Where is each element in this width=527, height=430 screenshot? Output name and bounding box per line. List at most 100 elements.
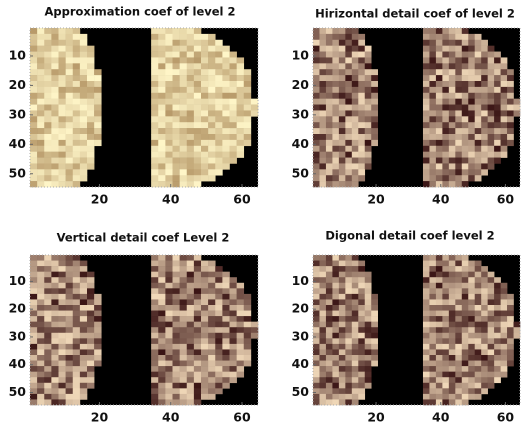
pixel	[80, 34, 87, 40]
pixel	[44, 34, 51, 40]
pixel	[514, 99, 521, 105]
pixel	[332, 105, 339, 111]
pixel	[87, 372, 94, 378]
pixel	[332, 294, 339, 300]
pixel	[80, 158, 87, 164]
chart-title: Vertical detail coef Level 2	[57, 231, 230, 245]
pixel	[165, 40, 172, 46]
pixel	[449, 158, 456, 164]
pixel	[462, 128, 469, 134]
pixel	[475, 372, 482, 378]
pixel	[332, 283, 339, 289]
pixel	[332, 372, 339, 378]
pixel	[442, 294, 449, 300]
pixel	[187, 349, 194, 355]
pixel	[319, 394, 326, 400]
pixel	[37, 283, 44, 289]
pixel	[80, 122, 87, 128]
pixel	[358, 316, 365, 322]
pixel	[429, 355, 436, 361]
pixel	[30, 266, 37, 272]
pixel	[501, 152, 508, 158]
pixel	[208, 93, 215, 99]
pixel	[365, 81, 372, 87]
pixel	[194, 372, 201, 378]
pixel	[468, 116, 475, 122]
pixel	[173, 69, 180, 75]
pixel	[436, 283, 443, 289]
pixel	[201, 372, 208, 378]
pixel	[187, 266, 194, 272]
x-tick-label: 20	[367, 192, 385, 207]
pixel	[30, 361, 37, 367]
pixel	[494, 327, 501, 333]
pixel	[455, 349, 462, 355]
pixel	[80, 146, 87, 152]
pixel	[66, 294, 73, 300]
pixel	[475, 388, 482, 394]
pixel	[313, 322, 320, 328]
pixel	[87, 355, 94, 361]
pixel	[481, 349, 488, 355]
pixel	[194, 99, 201, 105]
pixel	[371, 349, 378, 355]
pixel	[507, 105, 514, 111]
pixel	[215, 81, 222, 87]
pixel	[429, 283, 436, 289]
pixel	[66, 388, 73, 394]
pixel	[429, 146, 436, 152]
pixel	[313, 105, 320, 111]
pixel	[30, 146, 37, 152]
pixel	[165, 261, 172, 267]
pixel	[332, 333, 339, 339]
pixel	[313, 338, 320, 344]
pixel	[80, 99, 87, 105]
pixel	[423, 28, 430, 34]
pixel	[87, 294, 94, 300]
pixel	[455, 361, 462, 367]
image	[313, 28, 520, 187]
pixel	[514, 322, 521, 328]
pixel	[215, 57, 222, 63]
pixel	[313, 93, 320, 99]
pixel	[37, 327, 44, 333]
pixel	[158, 394, 165, 400]
pixel	[436, 105, 443, 111]
pixel	[475, 355, 482, 361]
pixel	[481, 344, 488, 350]
pixel	[180, 377, 187, 383]
pixel	[365, 116, 372, 122]
pixel	[237, 349, 244, 355]
pixel	[455, 338, 462, 344]
pixel	[488, 158, 495, 164]
pixel	[332, 266, 339, 272]
pixel	[30, 181, 37, 187]
pixel	[94, 81, 101, 87]
pixel	[326, 288, 333, 294]
pixel	[365, 158, 372, 164]
pixel	[66, 261, 73, 267]
pixel	[345, 146, 352, 152]
pixel	[462, 87, 469, 93]
pixel	[462, 272, 469, 278]
pixel	[44, 305, 51, 311]
pixel	[429, 399, 436, 405]
pixel	[44, 288, 51, 294]
pixel	[449, 63, 456, 69]
pixel	[423, 93, 430, 99]
pixel	[201, 140, 208, 146]
pixel	[423, 361, 430, 367]
pixel	[187, 272, 194, 278]
pixel	[475, 110, 482, 116]
pixel	[494, 355, 501, 361]
pixel	[494, 305, 501, 311]
pixel	[332, 361, 339, 367]
pixel	[73, 372, 80, 378]
pixel	[230, 63, 237, 69]
pixel	[352, 272, 359, 278]
pixel	[319, 338, 326, 344]
pixel	[165, 169, 172, 175]
pixel	[358, 87, 365, 93]
pixel	[475, 140, 482, 146]
pixel	[66, 110, 73, 116]
